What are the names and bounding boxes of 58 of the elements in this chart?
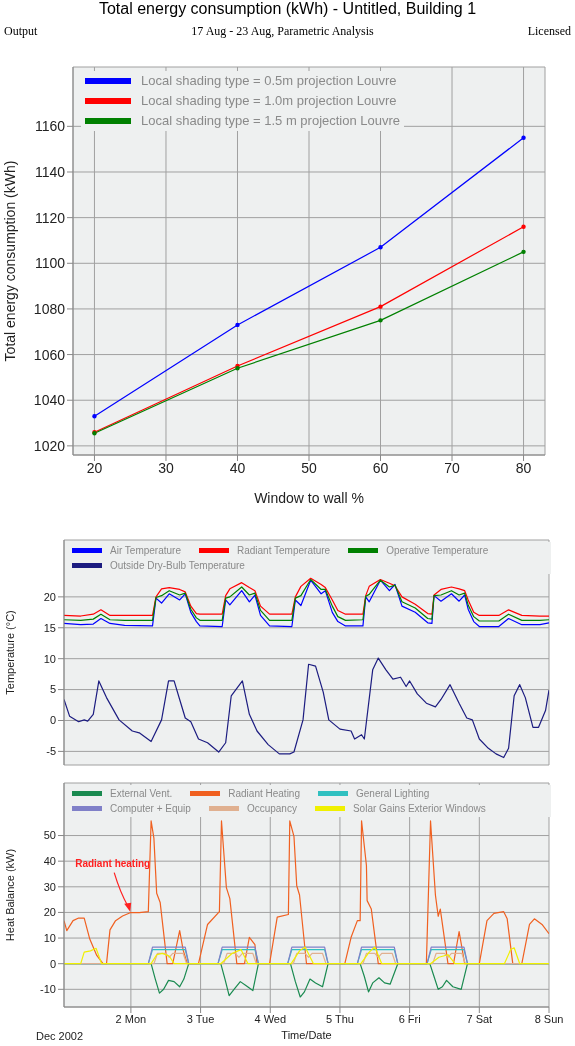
y-tick-label: 1140 xyxy=(34,163,66,180)
x-tick-label: 60 xyxy=(372,459,389,476)
x-tick-label: 50 xyxy=(301,459,317,476)
y-tick-label: 1020 xyxy=(33,437,66,454)
legend-label: Air Temperature xyxy=(110,544,181,558)
y-tick-label: 1080 xyxy=(33,300,66,317)
x-tick-label: 7 Sat xyxy=(466,1012,493,1025)
legend-label: Radiant Heating xyxy=(228,787,300,801)
y-tick-label: 30 xyxy=(43,880,56,893)
legend-label: General Lighting xyxy=(355,787,430,801)
legend-label: Local shading type = 1.0m projection Louvre xyxy=(141,92,397,110)
x-tick-label: 30 xyxy=(158,459,174,476)
legend-label: Local shading type = 0.5m projection Louvre xyxy=(141,72,397,90)
y-axis-title: Total energy consumption (kWh) xyxy=(1,160,18,362)
legend-label: Outside Dry-Bulb Temperature xyxy=(110,559,245,573)
x-tick-label: 40 xyxy=(229,459,246,476)
y-tick-label: 1040 xyxy=(33,392,66,409)
text: Licensed xyxy=(527,24,571,39)
x-tick-label: 3 Tue xyxy=(186,1012,215,1025)
y-tick-label: 1060 xyxy=(33,346,66,363)
y-tick-label: 0 xyxy=(49,957,56,970)
y-tick-label: 10 xyxy=(43,931,56,944)
x-tick-label: 8 Sun xyxy=(534,1012,564,1025)
y-tick-label: 10 xyxy=(43,652,56,665)
legend-label: Solar Gains Exterior Windows xyxy=(352,802,486,816)
y-tick-label: 1100 xyxy=(34,255,66,272)
legend-label: Computer + Equip xyxy=(110,802,191,816)
text: 17 Aug - 23 Aug, Parametric Analysis xyxy=(191,24,374,39)
x-tick-label: 80 xyxy=(515,459,532,476)
y-tick-label: 1160 xyxy=(34,118,66,135)
y-tick-label: -5 xyxy=(46,745,56,758)
x-tick-label: 2 Mon xyxy=(115,1012,147,1025)
x-axis-title: Time/Date xyxy=(281,1029,332,1041)
y-tick-label: 0 xyxy=(49,714,56,727)
y-tick-label: 20 xyxy=(43,906,56,919)
legend-label: External Vent. xyxy=(110,787,173,801)
x-tick-label: 6 Fri xyxy=(398,1012,421,1025)
x-axis-title: Window to wall % xyxy=(254,490,364,506)
y-tick-label: 5 xyxy=(49,683,56,696)
x-tick-label: 4 Wed xyxy=(254,1012,287,1025)
y-axis-title: Heat Balance (kW) xyxy=(3,848,16,942)
text: Dec 2002 xyxy=(36,1030,84,1042)
legend-label: Occupancy xyxy=(246,802,297,816)
legend-label: Radiant Temperature xyxy=(236,544,331,558)
x-tick-label: 5 Thu xyxy=(325,1012,354,1025)
legend-label: Operative Temperature xyxy=(386,544,489,558)
x-tick-label: 20 xyxy=(86,459,103,476)
y-tick-label: 40 xyxy=(43,855,56,868)
text: Output xyxy=(4,24,38,39)
y-tick-label: -10 xyxy=(40,983,56,996)
y-tick-label: 20 xyxy=(43,590,56,603)
y-axis-title: Temperature (°C) xyxy=(3,610,16,695)
chart-title: Total energy consumption (kWh) - Untitled, Building 1 xyxy=(97,0,478,18)
y-tick-label: 50 xyxy=(43,829,56,842)
y-tick-label: 1120 xyxy=(34,209,66,226)
y-tick-label: 15 xyxy=(43,621,56,634)
x-tick-label: 70 xyxy=(444,459,461,476)
legend-label: Local shading type = 1.5 m projection Louvre xyxy=(141,112,401,130)
